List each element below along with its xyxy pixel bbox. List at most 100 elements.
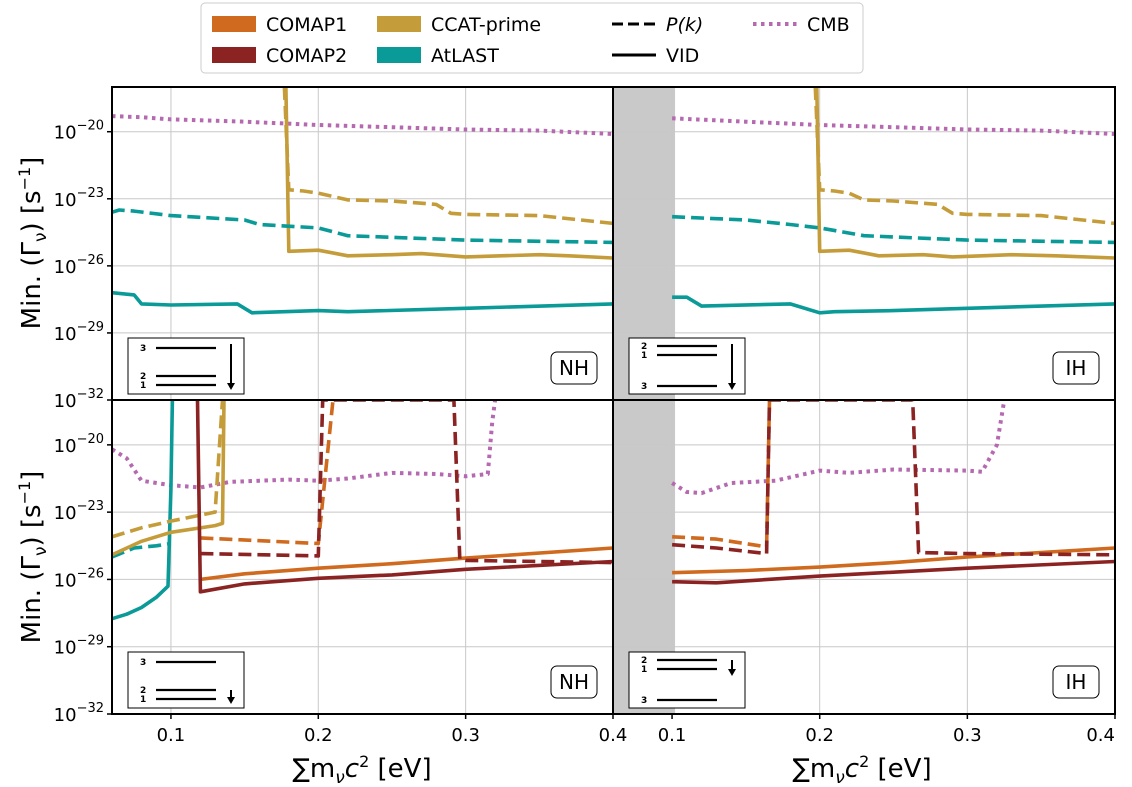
- legend-item: COMAP2: [212, 45, 347, 67]
- x-axis-label: ∑mνc2 [eV]: [292, 752, 431, 787]
- ordering-badge-label: NH: [559, 670, 589, 694]
- series-cmb: [671, 400, 1007, 496]
- series-atlast-vid: [112, 400, 175, 621]
- panel-top-NH: 3 21 NH 10−20 10−23 10−26 10−29 10−32: [54, 86, 614, 412]
- x-tick-label: 0.3: [953, 725, 982, 746]
- level-label: 3: [641, 382, 647, 392]
- series-atlast-p-k-: [112, 541, 172, 559]
- series-group: [671, 400, 1115, 585]
- level-label: 3: [641, 696, 647, 706]
- y-tick-label: 10−29: [54, 320, 104, 345]
- x-tick-label: 0.3: [451, 725, 480, 746]
- level-label: 2: [641, 342, 647, 352]
- panel-top-IH: 21 3 IH: [612, 86, 1116, 401]
- x-tick-label: 0.4: [599, 725, 628, 746]
- series-comap1-p-k-: [200, 400, 335, 546]
- ordering-badge: [550, 351, 598, 385]
- y-tick-label: 10−29: [54, 634, 104, 659]
- series-ccat-prime-p-k-: [112, 400, 225, 539]
- level-label: 2: [641, 656, 647, 666]
- legend-item: CMB: [753, 14, 850, 36]
- series-cmb: [112, 400, 498, 490]
- series-comap1-vid: [200, 546, 613, 582]
- ordering-badge-label: IH: [1066, 670, 1087, 694]
- legend-label: P(k): [666, 14, 703, 36]
- x-axis-label: ∑mνc2 [eV]: [792, 752, 931, 787]
- legend-swatch: [212, 16, 256, 32]
- series-comap2-p-k-: [671, 400, 1115, 557]
- level-label: 3: [140, 658, 146, 668]
- series-cmb: [672, 116, 1115, 136]
- panel-bottom-IH: 21 3 IH 0.1 0.2 0.3 0.4: [612, 399, 1116, 746]
- series-comap1-p-k-: [672, 400, 772, 549]
- series-comap2-p-k-: [200, 400, 613, 565]
- decay-arrowhead: [227, 697, 235, 704]
- legend-label: VID: [666, 45, 699, 67]
- y-tick-label: 10−26: [54, 566, 104, 591]
- ordering-badge-label: IH: [1066, 356, 1087, 380]
- level-diagram: 21 3: [628, 651, 746, 709]
- ordering-badge-label: NH: [559, 356, 589, 380]
- y-tick-label: 10−32: [54, 701, 104, 726]
- level-diagram: 3 21: [127, 651, 245, 709]
- x-tick-label: 0.2: [805, 725, 834, 746]
- series-ccat-prime-p-k-: [813, 87, 1115, 226]
- legend-label: CCAT-prime: [431, 14, 541, 36]
- level-label: 2: [140, 686, 146, 696]
- level-label: 3: [140, 344, 146, 354]
- level-label: 1: [140, 381, 146, 391]
- y-tick-label: 10−20: [54, 119, 104, 144]
- y-tick-label: 10−23: [54, 499, 104, 524]
- level-diagram-box: [628, 651, 746, 709]
- panel-frame: [612, 399, 1116, 715]
- y-tick-label: 10−20: [54, 432, 104, 457]
- legend-label: COMAP1: [266, 14, 347, 36]
- x-tick-label: 0.4: [1086, 725, 1115, 746]
- legend-item: COMAP1: [212, 14, 347, 36]
- legend-item: CCAT-prime: [377, 14, 541, 36]
- legend-item: VID: [612, 45, 699, 67]
- level-diagram: 21 3: [628, 337, 746, 395]
- level-label: 1: [641, 665, 647, 675]
- level-label: 1: [140, 695, 146, 705]
- ordering-badge: [550, 665, 598, 699]
- series-ccat-prime-p-k-: [282, 87, 613, 226]
- legend-item: P(k): [612, 14, 703, 36]
- decay-arrowhead: [227, 383, 235, 390]
- series-cmb: [112, 114, 613, 136]
- legend-label: CMB: [807, 14, 850, 36]
- y-tick-label: 10−26: [54, 253, 104, 278]
- y-axis-label: Min. (Γν) [s−1]: [15, 157, 51, 330]
- y-axis-label: Min. (Γν) [s−1]: [15, 471, 51, 644]
- legend-swatch: [377, 47, 421, 63]
- panel-bottom-NH: 3 21 NH 10−20 10−23 10−26 10−29 10−32 0.1 0.2 0.3 0…: [54, 399, 628, 746]
- series-atlast-p-k-: [112, 208, 613, 245]
- level-diagram-box: [628, 337, 746, 395]
- series-atlast-p-k-: [672, 214, 1115, 245]
- level-diagram: 3 21: [127, 337, 245, 395]
- legend: COMAP1 COMAP2 CCAT-prime AtLAST P(k) VID CMB: [200, 2, 864, 74]
- level-label: 2: [140, 372, 146, 382]
- x-tick-label: 0.2: [304, 725, 333, 746]
- series-group: [112, 87, 613, 315]
- y-tick-label: 10−23: [54, 186, 104, 211]
- decay-arrowhead: [728, 669, 736, 676]
- ordering-badge: [1052, 351, 1100, 385]
- decay-arrowhead: [728, 383, 736, 390]
- series-atlast-vid: [112, 290, 613, 315]
- series-ccat-prime-vid: [284, 87, 613, 260]
- legend-swatch: [212, 47, 256, 63]
- series-ccat-prime-vid: [112, 400, 226, 557]
- x-tick-label: 0.1: [658, 725, 687, 746]
- legend-swatch: [377, 16, 421, 32]
- legend-item: AtLAST: [377, 45, 499, 67]
- series-ccat-prime-vid: [815, 87, 1115, 260]
- series-atlast-vid: [672, 295, 1115, 315]
- legend-label: AtLAST: [431, 45, 499, 67]
- series-comap2-vid: [672, 559, 1115, 585]
- x-tick-label: 0.1: [157, 725, 186, 746]
- series-group: [672, 87, 1115, 315]
- series-group: [112, 400, 613, 621]
- legend-box: [200, 2, 864, 74]
